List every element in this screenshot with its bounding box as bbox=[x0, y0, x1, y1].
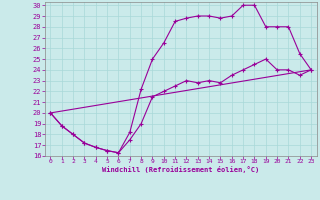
X-axis label: Windchill (Refroidissement éolien,°C): Windchill (Refroidissement éolien,°C) bbox=[102, 166, 260, 173]
